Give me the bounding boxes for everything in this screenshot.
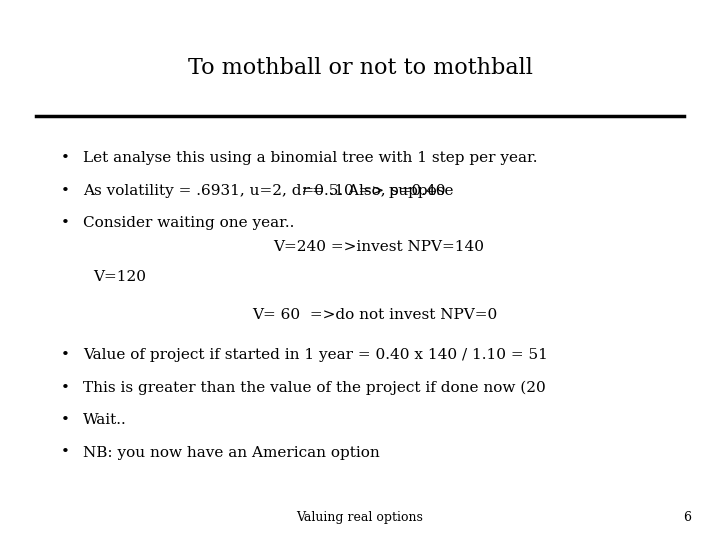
Text: V= 60  =>do not invest NPV=0: V= 60 =>do not invest NPV=0 bbox=[252, 308, 498, 322]
Text: 6: 6 bbox=[683, 511, 691, 524]
Text: As volatility = .6931, u=2, d=0.5. Also, suppose: As volatility = .6931, u=2, d=0.5. Also,… bbox=[83, 184, 458, 198]
Text: NB: you now have an American option: NB: you now have an American option bbox=[83, 446, 379, 460]
Text: V=240 =>invest NPV=140: V=240 =>invest NPV=140 bbox=[274, 240, 485, 254]
Text: Valuing real options: Valuing real options bbox=[297, 511, 423, 524]
Text: •: • bbox=[60, 216, 69, 230]
Text: •: • bbox=[60, 413, 69, 427]
Text: Wait..: Wait.. bbox=[83, 413, 127, 427]
Text: Value of project if started in 1 year = 0.40 x 140 / 1.10 = 51: Value of project if started in 1 year = … bbox=[83, 348, 548, 362]
Text: •: • bbox=[60, 151, 69, 165]
Text: To mothball or not to mothball: To mothball or not to mothball bbox=[188, 57, 532, 79]
Text: •: • bbox=[60, 184, 69, 198]
Text: This is greater than the value of the project if done now (20: This is greater than the value of the pr… bbox=[83, 381, 546, 395]
Text: Consider waiting one year..: Consider waiting one year.. bbox=[83, 216, 294, 230]
Text: •: • bbox=[60, 446, 69, 460]
Text: = .10 => p=0.40: = .10 => p=0.40 bbox=[307, 184, 445, 198]
Text: •: • bbox=[60, 348, 69, 362]
Text: V=120: V=120 bbox=[94, 270, 147, 284]
Text: •: • bbox=[60, 381, 69, 395]
Text: r: r bbox=[302, 184, 309, 198]
Text: Let analyse this using a binomial tree with 1 step per year.: Let analyse this using a binomial tree w… bbox=[83, 151, 537, 165]
